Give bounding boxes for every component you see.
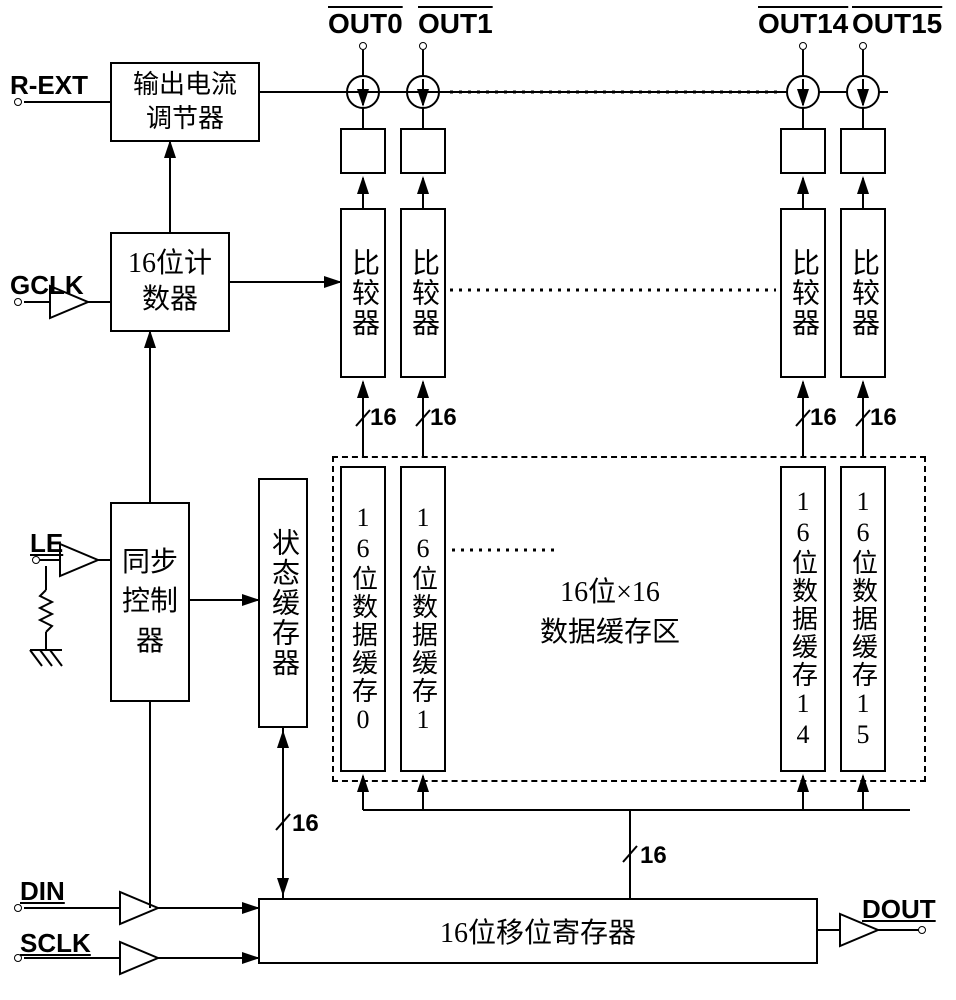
- block-switch-0: [340, 128, 386, 174]
- block-comparator-15: 比较器: [840, 208, 886, 378]
- bus-label-1: 16: [430, 404, 457, 432]
- pin-out14: [799, 42, 807, 50]
- label-gclk: GCLK: [10, 270, 84, 301]
- block-sync-controller: 同步 控制 器: [110, 502, 190, 702]
- block-comparator-14: 比较器: [780, 208, 826, 378]
- bus-label-14: 16: [810, 404, 837, 432]
- label-sclk: SCLK: [20, 928, 91, 959]
- bus-label-shift: 16: [640, 842, 667, 870]
- block-data-buffer-14: 16位数据缓存14: [780, 466, 826, 772]
- label-data-buffer-area: 16位×16 数据缓存区: [540, 570, 680, 650]
- block-switch-14: [780, 128, 826, 174]
- pin-out0: [359, 42, 367, 50]
- block-state-buffer: 状态缓存器: [258, 478, 308, 728]
- bus-label-state: 16: [292, 810, 319, 838]
- block-shift-register: 16位移位寄存器: [258, 898, 818, 964]
- block-data-buffer-0: 16位数据缓存0: [340, 466, 386, 772]
- label-out1: OUT1: [418, 8, 493, 40]
- label-din: DIN: [20, 876, 65, 907]
- pin-out15: [859, 42, 867, 50]
- bus-label-0: 16: [370, 404, 397, 432]
- label-le: LE: [30, 528, 63, 559]
- block-comparator-0: 比较器: [340, 208, 386, 378]
- block-data-buffer-15: 16位数据缓存15: [840, 466, 886, 772]
- bus-label-15: 16: [870, 404, 897, 432]
- block-comparator-1: 比较器: [400, 208, 446, 378]
- block-switch-15: [840, 128, 886, 174]
- pin-dout: [918, 926, 926, 934]
- label-rext: R-EXT: [10, 70, 88, 101]
- label-out15: OUT15: [852, 8, 942, 40]
- block-16bit-counter: 16位计 数器: [110, 232, 230, 332]
- label-out0: OUT0: [328, 8, 403, 40]
- pin-out1: [419, 42, 427, 50]
- label-out14: OUT14: [758, 8, 848, 40]
- block-output-current-regulator: 输出电流 调节器: [110, 62, 260, 142]
- block-data-buffer-1: 16位数据缓存1: [400, 466, 446, 772]
- block-switch-1: [400, 128, 446, 174]
- label-dout: DOUT: [862, 894, 936, 925]
